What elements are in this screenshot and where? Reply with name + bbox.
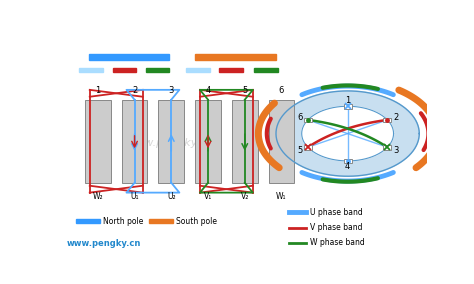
Text: 4: 4	[345, 162, 350, 171]
FancyBboxPatch shape	[304, 118, 312, 122]
Bar	[195, 54, 276, 60]
Text: North pole: North pole	[102, 217, 143, 226]
Text: U phase band: U phase band	[310, 208, 363, 217]
Text: V₁: V₁	[204, 191, 212, 201]
Bar	[76, 219, 100, 223]
Bar	[80, 68, 103, 72]
Text: 1: 1	[95, 86, 100, 95]
FancyBboxPatch shape	[344, 158, 352, 163]
Bar	[232, 100, 258, 183]
FancyBboxPatch shape	[344, 104, 352, 109]
FancyBboxPatch shape	[304, 145, 312, 150]
Circle shape	[276, 91, 419, 176]
Text: 2: 2	[393, 112, 398, 122]
Text: 2: 2	[132, 86, 137, 95]
Bar	[186, 68, 210, 72]
Text: 1: 1	[345, 96, 350, 105]
Bar	[122, 100, 147, 183]
Text: 4: 4	[205, 86, 210, 95]
Text: www.pengky.cn: www.pengky.cn	[66, 239, 141, 248]
Text: U₁: U₁	[130, 191, 139, 201]
Bar	[195, 100, 221, 183]
Bar	[112, 68, 137, 72]
Text: 3: 3	[169, 86, 174, 95]
Text: W₂: W₂	[92, 191, 103, 201]
Bar	[158, 100, 184, 183]
Text: W₁: W₁	[276, 191, 287, 201]
Bar	[146, 68, 169, 72]
Bar	[85, 100, 110, 183]
Text: V phase band: V phase band	[310, 223, 363, 232]
Bar	[149, 219, 173, 223]
Text: 6: 6	[279, 86, 284, 95]
Circle shape	[301, 106, 393, 161]
Text: 5: 5	[242, 86, 247, 95]
Bar	[254, 68, 278, 72]
FancyBboxPatch shape	[383, 118, 392, 122]
Text: 3: 3	[393, 146, 398, 154]
Text: www.pengky.cn: www.pengky.cn	[126, 138, 213, 149]
Text: U₂: U₂	[167, 191, 175, 201]
Text: South pole: South pole	[176, 217, 217, 226]
Bar	[219, 68, 243, 72]
Bar	[269, 100, 294, 183]
Text: 6: 6	[297, 112, 302, 122]
Text: W phase band: W phase band	[310, 239, 365, 247]
Text: V₂: V₂	[241, 191, 249, 201]
Text: 5: 5	[297, 146, 302, 154]
Bar	[89, 54, 169, 60]
FancyBboxPatch shape	[383, 145, 392, 150]
